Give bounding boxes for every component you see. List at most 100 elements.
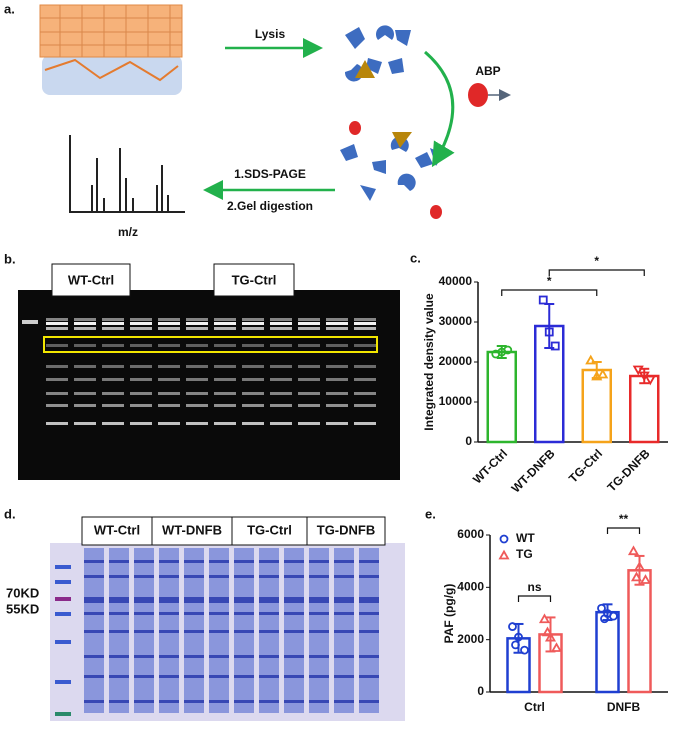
y-tick-label: 20000 — [439, 354, 473, 368]
gel-band — [242, 327, 264, 330]
marker-label: 70KD — [6, 585, 39, 600]
panel-label: d. — [4, 506, 16, 521]
gel-band — [186, 422, 208, 425]
axis-label: m/z — [118, 225, 138, 239]
gel-band — [334, 630, 354, 633]
gel-band — [130, 322, 152, 325]
data-point — [520, 645, 529, 655]
panel-label: b. — [4, 251, 16, 266]
gel-band — [334, 655, 354, 658]
gel-band — [270, 344, 292, 347]
gel-band — [259, 612, 279, 615]
gel-band — [334, 675, 354, 678]
gel-band — [326, 318, 348, 321]
gel-band — [334, 560, 354, 563]
group-box — [151, 516, 233, 546]
gel-band — [102, 322, 124, 325]
gel-band — [259, 597, 279, 603]
gel-band — [309, 560, 329, 563]
gel-band — [209, 700, 229, 703]
gel-band — [186, 344, 208, 347]
panel-label: a. — [4, 1, 15, 16]
gel-band — [184, 575, 204, 578]
gel-band — [270, 422, 292, 425]
gel-band — [134, 612, 154, 615]
fibroblasts — [44, 58, 179, 82]
gel-band — [354, 422, 376, 425]
annotation: * — [594, 254, 599, 268]
y-axis-label: Integrated density value — [422, 293, 436, 431]
y-tick-label: 6000 — [457, 527, 484, 541]
gel-band — [109, 700, 129, 703]
gel-band — [298, 322, 320, 325]
y-tick-label: 2000 — [457, 632, 484, 646]
gel-band — [46, 392, 68, 395]
ladder-band — [55, 680, 71, 684]
data-point — [508, 622, 517, 631]
gel-band — [134, 575, 154, 578]
gel-band — [284, 630, 304, 633]
gel-band — [270, 327, 292, 330]
gel-band — [158, 404, 180, 407]
group-box — [51, 263, 131, 297]
gel-band — [359, 630, 379, 633]
gel-band — [214, 322, 236, 325]
gel-band — [259, 560, 279, 563]
gel-band — [354, 365, 376, 368]
gel-band — [159, 700, 179, 703]
gel-band — [309, 575, 329, 578]
gel-band — [270, 392, 292, 395]
gel-band — [259, 655, 279, 658]
gel-band — [158, 322, 180, 325]
data-point — [597, 603, 606, 613]
significance-bracket — [517, 595, 552, 602]
gel-band — [354, 322, 376, 325]
cell-borders — [40, 5, 182, 57]
proteins — [340, 25, 444, 201]
gel-band — [130, 378, 152, 381]
step-label: Lysis — [255, 27, 286, 41]
gel-band — [186, 365, 208, 368]
gel-band — [159, 560, 179, 563]
data-point — [591, 370, 603, 381]
gel-band — [209, 675, 229, 678]
gel-band — [270, 318, 292, 321]
tissue-epidermis — [39, 4, 183, 58]
gel-band — [158, 422, 180, 425]
data-point — [497, 347, 507, 357]
gel-band — [158, 378, 180, 381]
gel-band — [359, 700, 379, 703]
ladder-band — [55, 580, 71, 584]
gel-band — [234, 560, 254, 563]
gel-band — [102, 392, 124, 395]
data-point — [514, 632, 523, 642]
y-axis-label: PAF (pg/g) — [442, 584, 456, 644]
gel-band — [242, 422, 264, 425]
gel-image — [50, 543, 405, 721]
group-label: TG-DNFB — [317, 522, 376, 537]
gel-band — [214, 392, 236, 395]
gel-band — [354, 327, 376, 330]
gel-band — [109, 612, 129, 615]
gel-band — [242, 322, 264, 325]
bar — [627, 569, 652, 694]
gel-band — [334, 575, 354, 578]
gel-band — [130, 404, 152, 407]
gel-band — [130, 392, 152, 395]
gel-band — [46, 327, 68, 330]
gel-band — [102, 404, 124, 407]
x-tick-label: WT-Ctrl — [470, 446, 510, 486]
gel-band — [242, 392, 264, 395]
gel-band — [298, 404, 320, 407]
gel-band — [284, 560, 304, 563]
y-tick-label: 30000 — [439, 314, 473, 328]
gel-band — [84, 675, 104, 678]
gel-band — [186, 404, 208, 407]
gel-band — [109, 675, 129, 678]
gel-band — [74, 392, 96, 395]
gel-band — [298, 327, 320, 330]
group-label: WT-Ctrl — [68, 272, 114, 287]
gel-band — [326, 327, 348, 330]
ladder-band — [55, 612, 71, 616]
